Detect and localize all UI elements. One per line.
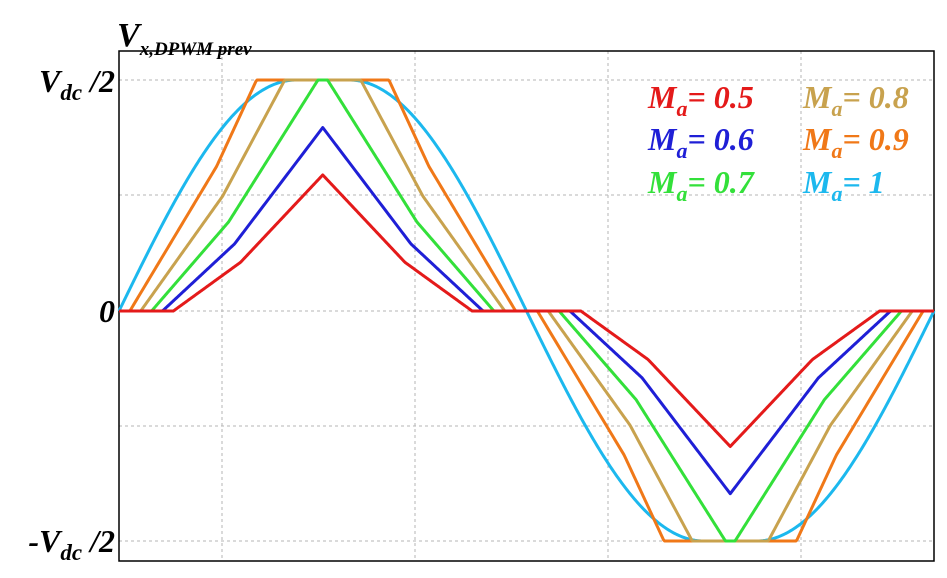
legend-entry-ma-0-6: Ma= 0.6 — [647, 121, 754, 163]
series-lines — [117, 78, 936, 543]
y-tick-label-top: Vdc /2 — [39, 63, 115, 105]
legend-entry-ma-0-5: Ma= 0.5 — [647, 79, 754, 121]
plot-frame — [118, 50, 935, 562]
legend-entry-ma-1: Ma= 1 — [802, 164, 885, 206]
y-tick-label-bottom: -Vdc /2 — [28, 523, 115, 565]
legend: Ma= 0.5 Ma= 0.6 Ma= 0.7 Ma= 0.8 Ma= 0.9 … — [647, 79, 909, 206]
y-tick-label-zero: 0 — [99, 293, 115, 329]
legend-entry-ma-0-8: Ma= 0.8 — [802, 79, 909, 121]
y-axis-label: Vx,DPWM prev — [117, 17, 252, 60]
legend-entry-ma-0-9: Ma= 0.9 — [802, 121, 909, 163]
legend-entry-ma-0-7: Ma= 0.7 — [647, 164, 756, 206]
series-line-ma-0-5 — [118, 173, 935, 448]
